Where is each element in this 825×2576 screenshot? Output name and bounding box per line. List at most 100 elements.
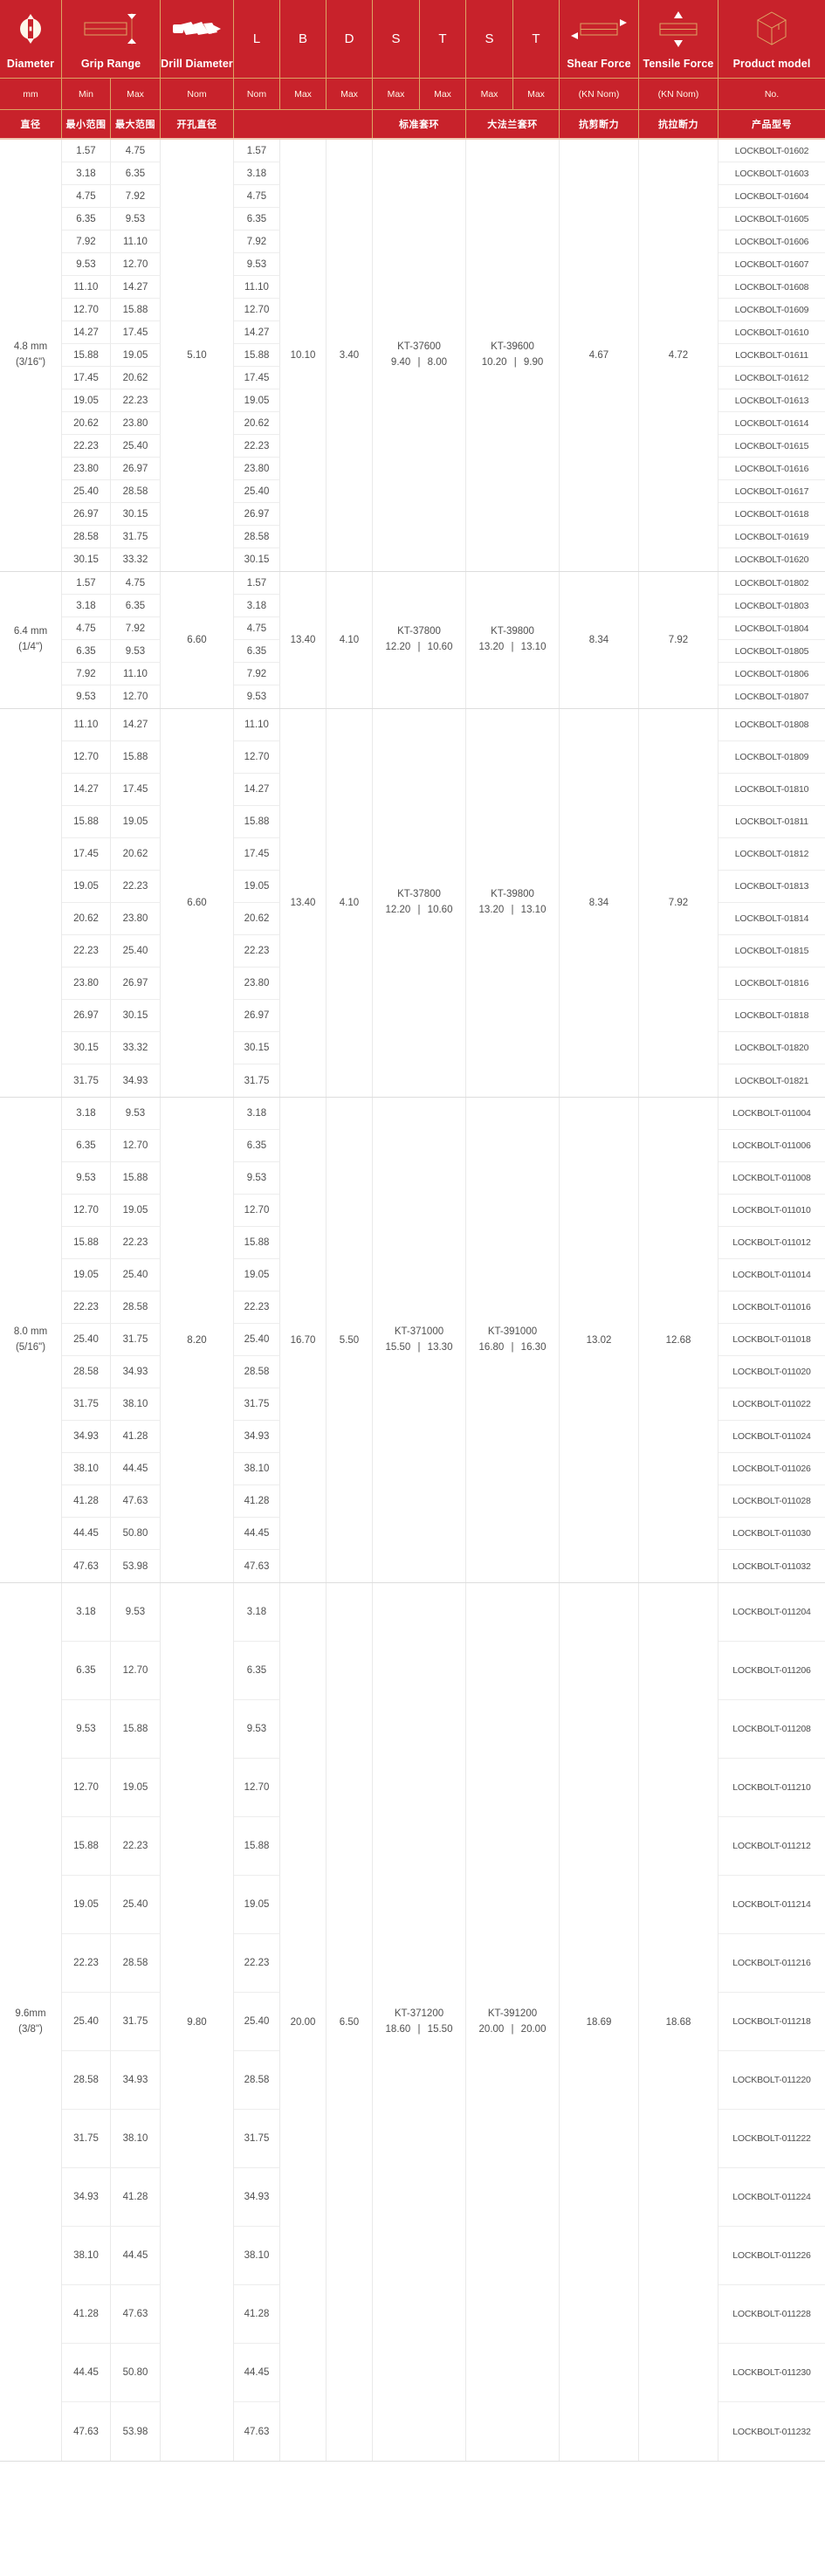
grip-max-cell: 12.70 — [111, 685, 161, 708]
product-model-cell: LOCKBOLT-01813 — [718, 871, 825, 903]
grip-min-cell: 1.57 — [62, 140, 111, 162]
shear-force-icon — [560, 0, 638, 58]
grip-min-cell: 12.70 — [62, 1759, 111, 1817]
product-model-cell: LOCKBOLT-01612 — [718, 367, 825, 389]
cn-blank — [234, 110, 373, 138]
product-model-cell: LOCKBOLT-011010 — [718, 1195, 825, 1227]
l-nom-cell: 17.45 — [234, 838, 280, 871]
grip-max-cell: 41.28 — [111, 2168, 161, 2227]
grip-max-cell: 25.40 — [111, 1876, 161, 1934]
unit-max: Max — [466, 79, 513, 109]
unit-max: Max — [513, 79, 560, 109]
unit-nom: Nom — [234, 79, 280, 109]
l-nom-cell: 3.18 — [234, 1583, 280, 1642]
product-model-cell: LOCKBOLT-01611 — [718, 344, 825, 367]
grip-max-cell: 23.80 — [111, 903, 161, 935]
l-nom-cell: 15.88 — [234, 344, 280, 367]
grip-max-cell: 22.23 — [111, 1817, 161, 1876]
cn-diameter: 直径 — [0, 110, 62, 138]
l-nom-cell: 26.97 — [234, 1000, 280, 1032]
unit-max: Max — [327, 79, 373, 109]
product-model-cell: LOCKBOLT-011214 — [718, 1876, 825, 1934]
grip-max-cell: 44.45 — [111, 1453, 161, 1485]
l-nom-cell: 19.05 — [234, 871, 280, 903]
d-max-cell: 4.10 — [327, 709, 373, 1097]
grip-max-cell: 41.28 — [111, 1421, 161, 1453]
grip-min-cell: 22.23 — [62, 1291, 111, 1324]
cn-product: 产品型号 — [752, 120, 792, 130]
l-nom-cell: 11.10 — [234, 276, 280, 299]
l-nom-cell: 20.62 — [234, 903, 280, 935]
l-nom-cell: 4.75 — [234, 185, 280, 208]
drill-diameter-cell: 6.60 — [161, 709, 234, 1097]
grip-max-cell: 9.53 — [111, 1098, 161, 1130]
grip-min-cell: 6.35 — [62, 1642, 111, 1700]
grip-max-cell: 25.40 — [111, 1259, 161, 1291]
grip-min-cell: 31.75 — [62, 2110, 111, 2168]
grip-max-cell: 53.98 — [111, 1550, 161, 1582]
product-model-cell: LOCKBOLT-01810 — [718, 774, 825, 806]
l-nom-cell: 6.35 — [234, 640, 280, 663]
product-model-cell: LOCKBOLT-011026 — [718, 1453, 825, 1485]
grip-min-cell: 28.58 — [62, 526, 111, 548]
l-nom-cell: 47.63 — [234, 1550, 280, 1582]
product-model-cell: LOCKBOLT-011022 — [718, 1388, 825, 1421]
grip-min-cell: 44.45 — [62, 2344, 111, 2402]
grip-max-cell: 38.10 — [111, 2110, 161, 2168]
product-model-cell: LOCKBOLT-011232 — [732, 2426, 811, 2437]
grip-max-cell: 14.27 — [111, 709, 161, 741]
grip-min-cell: 1.57 — [62, 572, 111, 595]
drill-icon — [161, 0, 233, 58]
grip-max-cell: 20.62 — [111, 367, 161, 389]
grip-max-cell: 19.05 — [111, 806, 161, 838]
product-model-cell: LOCKBOLT-011220 — [718, 2051, 825, 2110]
l-nom-cell: 25.40 — [234, 1993, 280, 2051]
grip-min-cell: 17.45 — [62, 838, 111, 871]
product-model-cell: LOCKBOLT-011226 — [718, 2227, 825, 2285]
product-model-cell: LOCKBOLT-01815 — [718, 935, 825, 968]
header-T2: T — [513, 0, 560, 78]
d-max-cell: 5.50 — [327, 1098, 373, 1582]
grip-max-cell: 26.97 — [111, 968, 161, 1000]
l-nom-cell: 38.10 — [234, 2227, 280, 2285]
l-nom-cell: 34.93 — [234, 1421, 280, 1453]
grip-min-cell: 31.75 — [62, 1064, 111, 1097]
grip-min-cell: 28.58 — [62, 1356, 111, 1388]
product-model-cell: LOCKBOLT-01803 — [718, 595, 825, 617]
grip-min-cell: 9.53 — [62, 1700, 111, 1759]
l-nom-cell: 34.93 — [234, 2168, 280, 2227]
product-model-cell: LOCKBOLT-01604 — [718, 185, 825, 208]
l-nom-cell: 31.75 — [234, 1388, 280, 1421]
grip-min-cell: 34.93 — [62, 1421, 111, 1453]
grip-min-cell: 6.35 — [62, 208, 111, 231]
grip-max-cell: 25.40 — [111, 935, 161, 968]
grip-max-cell: 9.53 — [111, 1583, 161, 1642]
grip-min-cell: 19.05 — [62, 1259, 111, 1291]
table-section: 4.8 mm (3/16") 5.10 10.10 3.40 KT-37600 9.40 |… — [0, 140, 825, 572]
l-nom-cell: 31.75 — [234, 2110, 280, 2168]
flange-collar-cell: KT-39800 13.20 | 13.10 — [466, 572, 560, 708]
unit-nom: Nom — [161, 79, 234, 109]
product-model-cell: LOCKBOLT-011206 — [718, 1642, 825, 1700]
product-model-cell: LOCKBOLT-011212 — [718, 1817, 825, 1876]
header-S2: S — [466, 0, 513, 78]
product-model-cell: LOCKBOLT-011014 — [718, 1259, 825, 1291]
grip-min-cell: 19.05 — [62, 871, 111, 903]
grip-max-cell: 22.23 — [111, 389, 161, 412]
grip-max-cell: 4.75 — [111, 140, 161, 162]
header-shear-force: Shear Force — [560, 0, 639, 78]
l-nom-cell: 19.05 — [234, 1259, 280, 1291]
l-nom-cell: 44.45 — [234, 2344, 280, 2402]
flange-collar-cell: KT-391000 16.80 | 16.30 — [466, 1098, 560, 1582]
shear-force-cell: 8.34 — [560, 572, 639, 708]
grip-max-cell: 15.88 — [111, 1162, 161, 1195]
flange-collar-cell: KT-39600 10.20 | 9.90 — [466, 140, 560, 571]
grip-max-cell: 17.45 — [111, 774, 161, 806]
header-row-chinese: 直径 最小范围 最大范围 开孔直径 标准套环 大法兰套环 抗剪断力 抗拉断力 产… — [0, 110, 825, 138]
grip-max-cell: 7.92 — [111, 617, 161, 640]
product-model-cell: LOCKBOLT-011030 — [718, 1518, 825, 1550]
diameter-cell: 6.4 mm (1/4") — [0, 572, 62, 708]
shear-force-cell: 13.02 — [560, 1098, 639, 1582]
grip-range-icon — [62, 0, 160, 58]
l-nom-cell: 19.05 — [234, 1876, 280, 1934]
